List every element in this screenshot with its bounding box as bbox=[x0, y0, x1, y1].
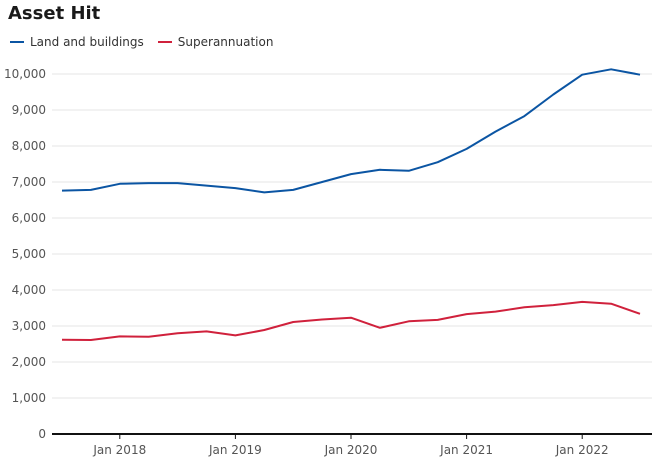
series-line-superannuation[interactable] bbox=[61, 300, 641, 341]
x-tick-label: Jan 2022 bbox=[555, 443, 609, 457]
legend-label-land-and-buildings: Land and buildings bbox=[30, 35, 144, 49]
x-tick-label: Jan 2018 bbox=[92, 443, 146, 457]
y-tick-label: 3,000 bbox=[12, 319, 46, 333]
y-tick-label: 4,000 bbox=[12, 283, 46, 297]
legend-label-superannuation: Superannuation bbox=[177, 35, 274, 49]
y-axis-ticks: 0 1,000 2,000 3,000 4,000 5,000 6,000 7,000 8,00… bbox=[4, 67, 46, 441]
y-tick-label: 0 bbox=[38, 427, 46, 441]
y-tick-label: 1,000 bbox=[12, 391, 46, 405]
x-tick-label: Jan 2019 bbox=[208, 443, 262, 457]
legend-swatch-superannuation bbox=[157, 41, 172, 43]
legend-item-superannuation[interactable]: Superannuation bbox=[157, 35, 274, 49]
legend-item-land-and-buildings[interactable]: Land and buildings bbox=[10, 35, 144, 49]
x-tick-label: Jan 2020 bbox=[324, 443, 378, 457]
legend: Land and buildings Superannuation bbox=[10, 35, 273, 49]
y-tick-label: 5,000 bbox=[12, 247, 46, 261]
series-line-land-and-buildings[interactable] bbox=[61, 68, 641, 194]
series-lines bbox=[61, 68, 641, 341]
x-tick-label: Jan 2021 bbox=[439, 443, 493, 457]
y-tick-label: 8,000 bbox=[12, 139, 46, 153]
y-tick-label: 10,000 bbox=[4, 67, 46, 81]
y-tick-label: 2,000 bbox=[12, 355, 46, 369]
chart-title: Asset Hit bbox=[8, 3, 101, 24]
x-axis-ticks: Jan 2018 Jan 2019 Jan 2020 Jan 2021 Jan 2022 bbox=[92, 434, 609, 457]
legend-swatch-land-and-buildings bbox=[10, 41, 24, 43]
y-tick-label: 9,000 bbox=[12, 103, 46, 117]
gridlines bbox=[52, 73, 652, 399]
y-tick-label: 6,000 bbox=[12, 211, 46, 225]
y-tick-label: 7,000 bbox=[12, 175, 46, 189]
